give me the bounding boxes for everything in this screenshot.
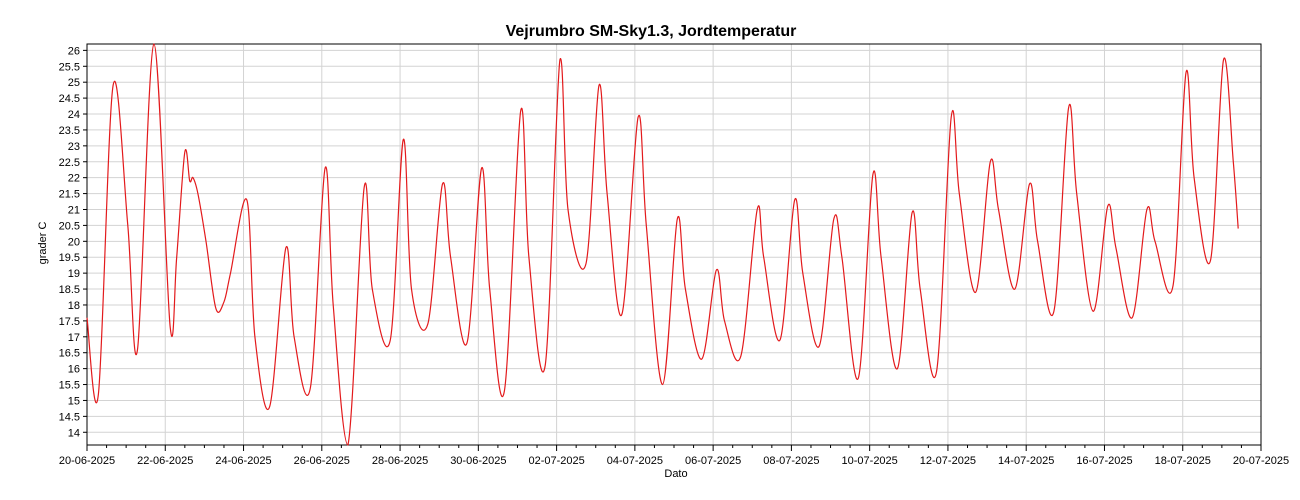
- x-tick-label: 10-07-2025: [842, 455, 898, 467]
- x-tick-label: 06-07-2025: [685, 455, 741, 467]
- y-axis: 14 14.5 15 15.5 16 16.5 17 17.5 18 18.5 19 19.5 20 20…: [59, 45, 87, 439]
- y-tick-label: 18.5: [59, 284, 80, 296]
- x-tick-label: 16-07-2025: [1076, 455, 1132, 467]
- y-tick-label: 22.5: [59, 157, 80, 169]
- y-tick-label: 18: [68, 300, 80, 312]
- y-tick-label: 15.5: [59, 380, 80, 392]
- y-tick-label: 14.5: [59, 411, 80, 423]
- y-tick-label: 24: [68, 109, 80, 121]
- x-axis-label: Dato: [664, 468, 687, 480]
- x-tick-label: 28-06-2025: [372, 455, 428, 467]
- y-tick-label: 20.5: [59, 220, 80, 232]
- y-axis-label: grader C: [37, 222, 49, 265]
- y-tick-label: 26: [68, 45, 80, 57]
- x-tick-label: 30-06-2025: [450, 455, 506, 467]
- x-tick-label: 20-07-2025: [1233, 455, 1289, 467]
- y-tick-label: 21.5: [59, 189, 80, 201]
- x-tick-label: 12-07-2025: [920, 455, 976, 467]
- x-tick-label: 08-07-2025: [763, 455, 819, 467]
- y-tick-label: 21: [68, 204, 80, 216]
- y-tick-label: 14: [68, 427, 80, 439]
- x-tick-label: 18-07-2025: [1155, 455, 1211, 467]
- y-tick-label: 16.5: [59, 348, 80, 360]
- x-tick-label: 20-06-2025: [59, 455, 115, 467]
- y-tick-label: 23: [68, 141, 80, 153]
- y-tick-label: 25.5: [59, 61, 80, 73]
- y-tick-label: 20: [68, 236, 80, 248]
- y-tick-label: 17: [68, 332, 80, 344]
- y-tick-label: 16: [68, 364, 80, 376]
- x-tick-label: 26-06-2025: [294, 455, 350, 467]
- y-tick-label: 25: [68, 77, 80, 89]
- y-tick-label: 15: [68, 395, 80, 407]
- y-tick-label: 19.5: [59, 252, 80, 264]
- x-tick-label: 04-07-2025: [607, 455, 663, 467]
- x-axis: 20-06-2025 22-06-2025 24-06-2025 26-06-2025…: [59, 445, 1289, 467]
- series-line: [86, 43, 1239, 446]
- x-tick-label: 02-07-2025: [528, 455, 584, 467]
- y-tick-label: 19: [68, 268, 80, 280]
- y-tick-label: 24.5: [59, 93, 80, 105]
- chart-title: Vejrumbro SM-Sky1.3, Jordtemperatur: [506, 23, 797, 40]
- y-tick-label: 17.5: [59, 316, 80, 328]
- y-tick-label: 23.5: [59, 125, 80, 137]
- y-tick-label: 22: [68, 173, 80, 185]
- x-tick-label: 14-07-2025: [998, 455, 1054, 467]
- x-tick-label: 22-06-2025: [137, 455, 193, 467]
- grid-lines: [86, 44, 1262, 445]
- x-tick-label: 24-06-2025: [215, 455, 271, 467]
